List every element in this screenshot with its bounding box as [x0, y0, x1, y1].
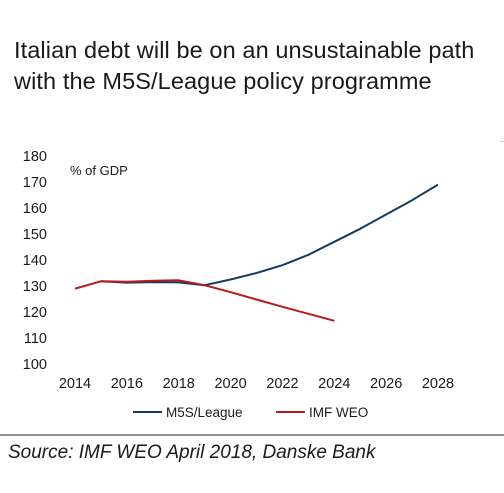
legend-label-m5s: M5S/League [166, 405, 243, 420]
y-tick-label: 170 [23, 175, 47, 191]
x-tick-label: 2024 [318, 376, 350, 392]
y-tick-label: 140 [23, 253, 47, 269]
divider-line [0, 434, 504, 436]
y-tick-label: 110 [24, 331, 47, 347]
x-tick-label: 2026 [370, 376, 402, 392]
x-tick-label: 2020 [214, 376, 246, 392]
x-tick-label: 2028 [422, 376, 454, 392]
y-tick-label: 180 [23, 149, 47, 165]
chart-title: Italian debt will be on an unsustainable… [14, 37, 475, 94]
y-tick-label: 120 [23, 305, 47, 321]
source-note: Source: IMF WEO April 2018, Danske Bank [8, 442, 376, 463]
y-tick-label: 130 [23, 279, 47, 295]
y-tick-label: 100 [23, 357, 47, 373]
x-tick-label: 2016 [111, 376, 143, 392]
x-tick-label: 2022 [266, 376, 298, 392]
series-line-imf-weo [74, 279, 335, 322]
y-tick-label: 150 [23, 227, 47, 243]
x-tick-label: 2018 [163, 376, 195, 392]
y-tick-label: 160 [23, 201, 47, 217]
edge-mark [500, 141, 504, 142]
ylabel: % of GDP [70, 163, 128, 178]
series-line-m5s-league [100, 183, 439, 287]
line-chart: 100 110 120 130 140 150 160 170 180 2014 2016 2018… [23, 149, 454, 420]
legend-label-imf: IMF WEO [309, 405, 368, 420]
x-tick-label: 2014 [59, 376, 91, 392]
